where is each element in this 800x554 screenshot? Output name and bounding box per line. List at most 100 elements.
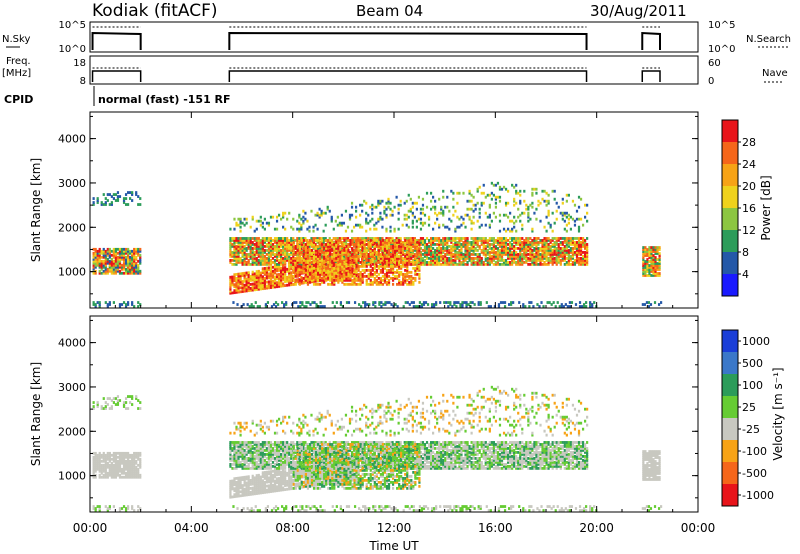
power-cell xyxy=(353,276,356,280)
power-cell xyxy=(521,255,524,258)
power-cell xyxy=(271,257,275,260)
power-cell xyxy=(235,221,238,225)
power-cell xyxy=(275,219,279,223)
power-cell xyxy=(269,245,273,248)
power-cell xyxy=(404,247,407,250)
power-cell xyxy=(354,215,358,219)
power-cell xyxy=(548,301,551,304)
power-cell xyxy=(436,253,439,256)
power-cell xyxy=(476,249,479,252)
power-cell xyxy=(322,241,325,244)
power-cell xyxy=(519,243,522,246)
power-cell xyxy=(271,281,275,285)
power-cell xyxy=(502,213,506,217)
power-cell xyxy=(122,247,126,251)
power-cell xyxy=(567,193,570,197)
power-cell xyxy=(586,249,589,252)
power-cell xyxy=(253,255,256,258)
power-cell xyxy=(387,257,391,260)
power-cell xyxy=(327,270,330,274)
power-cell xyxy=(469,305,472,308)
power-cell xyxy=(486,251,489,254)
power-cell xyxy=(249,262,252,266)
power-cell xyxy=(553,249,556,252)
power-cell xyxy=(389,260,393,264)
power-cell xyxy=(466,199,469,203)
power-cell xyxy=(337,276,340,280)
power-cell xyxy=(561,211,564,215)
power-cell xyxy=(294,253,297,256)
power-cell xyxy=(292,261,295,264)
power-cell xyxy=(239,249,242,252)
power-cell xyxy=(652,268,655,271)
power-cell xyxy=(646,260,649,263)
power-cell xyxy=(581,259,585,262)
power-cell xyxy=(517,243,520,246)
power-cell xyxy=(515,237,518,240)
power-cell xyxy=(233,237,236,240)
power-cell xyxy=(492,183,495,187)
power-cell xyxy=(513,237,516,240)
power-cell xyxy=(452,191,455,195)
power-cell xyxy=(586,211,589,215)
power-cell xyxy=(102,263,105,267)
power-cell xyxy=(553,245,556,248)
power-cell xyxy=(343,243,346,246)
power-cell xyxy=(650,254,653,257)
power-cell xyxy=(497,303,501,306)
velocity-cell xyxy=(102,467,105,471)
power-cell xyxy=(277,281,281,284)
power-cell xyxy=(331,253,334,256)
power-cell xyxy=(286,245,289,248)
power-cell xyxy=(398,272,401,276)
power-cell xyxy=(511,239,514,242)
power-cell xyxy=(517,215,520,219)
power-cell xyxy=(363,249,366,252)
velocity-cell xyxy=(96,463,99,467)
power-cell xyxy=(406,257,409,260)
power-cell xyxy=(442,239,445,242)
power-cell xyxy=(124,247,128,251)
power-cell xyxy=(363,237,366,240)
power-cell xyxy=(371,217,374,221)
power-cell xyxy=(237,272,240,276)
power-cell xyxy=(387,239,391,242)
power-cell xyxy=(482,245,485,248)
power-cell xyxy=(369,219,372,223)
power-cell xyxy=(92,263,95,267)
power-cell xyxy=(371,282,374,286)
power-cell xyxy=(403,201,406,205)
power-cell xyxy=(539,249,542,252)
power-cell xyxy=(577,260,581,264)
power-cell xyxy=(509,257,512,260)
power-cell xyxy=(359,239,362,242)
power-cell xyxy=(519,193,522,197)
power-cell xyxy=(549,239,552,242)
power-cell xyxy=(333,257,336,260)
power-cell xyxy=(280,276,283,280)
power-cell xyxy=(369,278,372,282)
power-cell xyxy=(257,262,260,266)
power-cell xyxy=(320,237,323,240)
power-cell xyxy=(435,303,438,306)
power-cell xyxy=(424,301,428,304)
power-cell xyxy=(235,247,238,250)
power-cell xyxy=(273,277,277,281)
power-cell xyxy=(458,257,461,260)
power-cell xyxy=(581,237,585,240)
power-cell xyxy=(490,191,493,195)
power-cell xyxy=(535,251,538,254)
power-cell xyxy=(350,213,354,217)
power-cell xyxy=(321,249,324,252)
power-cell xyxy=(446,243,449,246)
power-cell xyxy=(504,262,508,266)
power-cell xyxy=(474,241,477,244)
power-cell xyxy=(515,219,518,223)
power-cell xyxy=(94,265,97,269)
power-cell xyxy=(362,301,365,304)
power-cell xyxy=(298,253,301,256)
power-cell xyxy=(486,241,489,244)
power-cell xyxy=(286,283,289,287)
power-cell xyxy=(316,274,320,278)
power-cell xyxy=(96,257,99,261)
